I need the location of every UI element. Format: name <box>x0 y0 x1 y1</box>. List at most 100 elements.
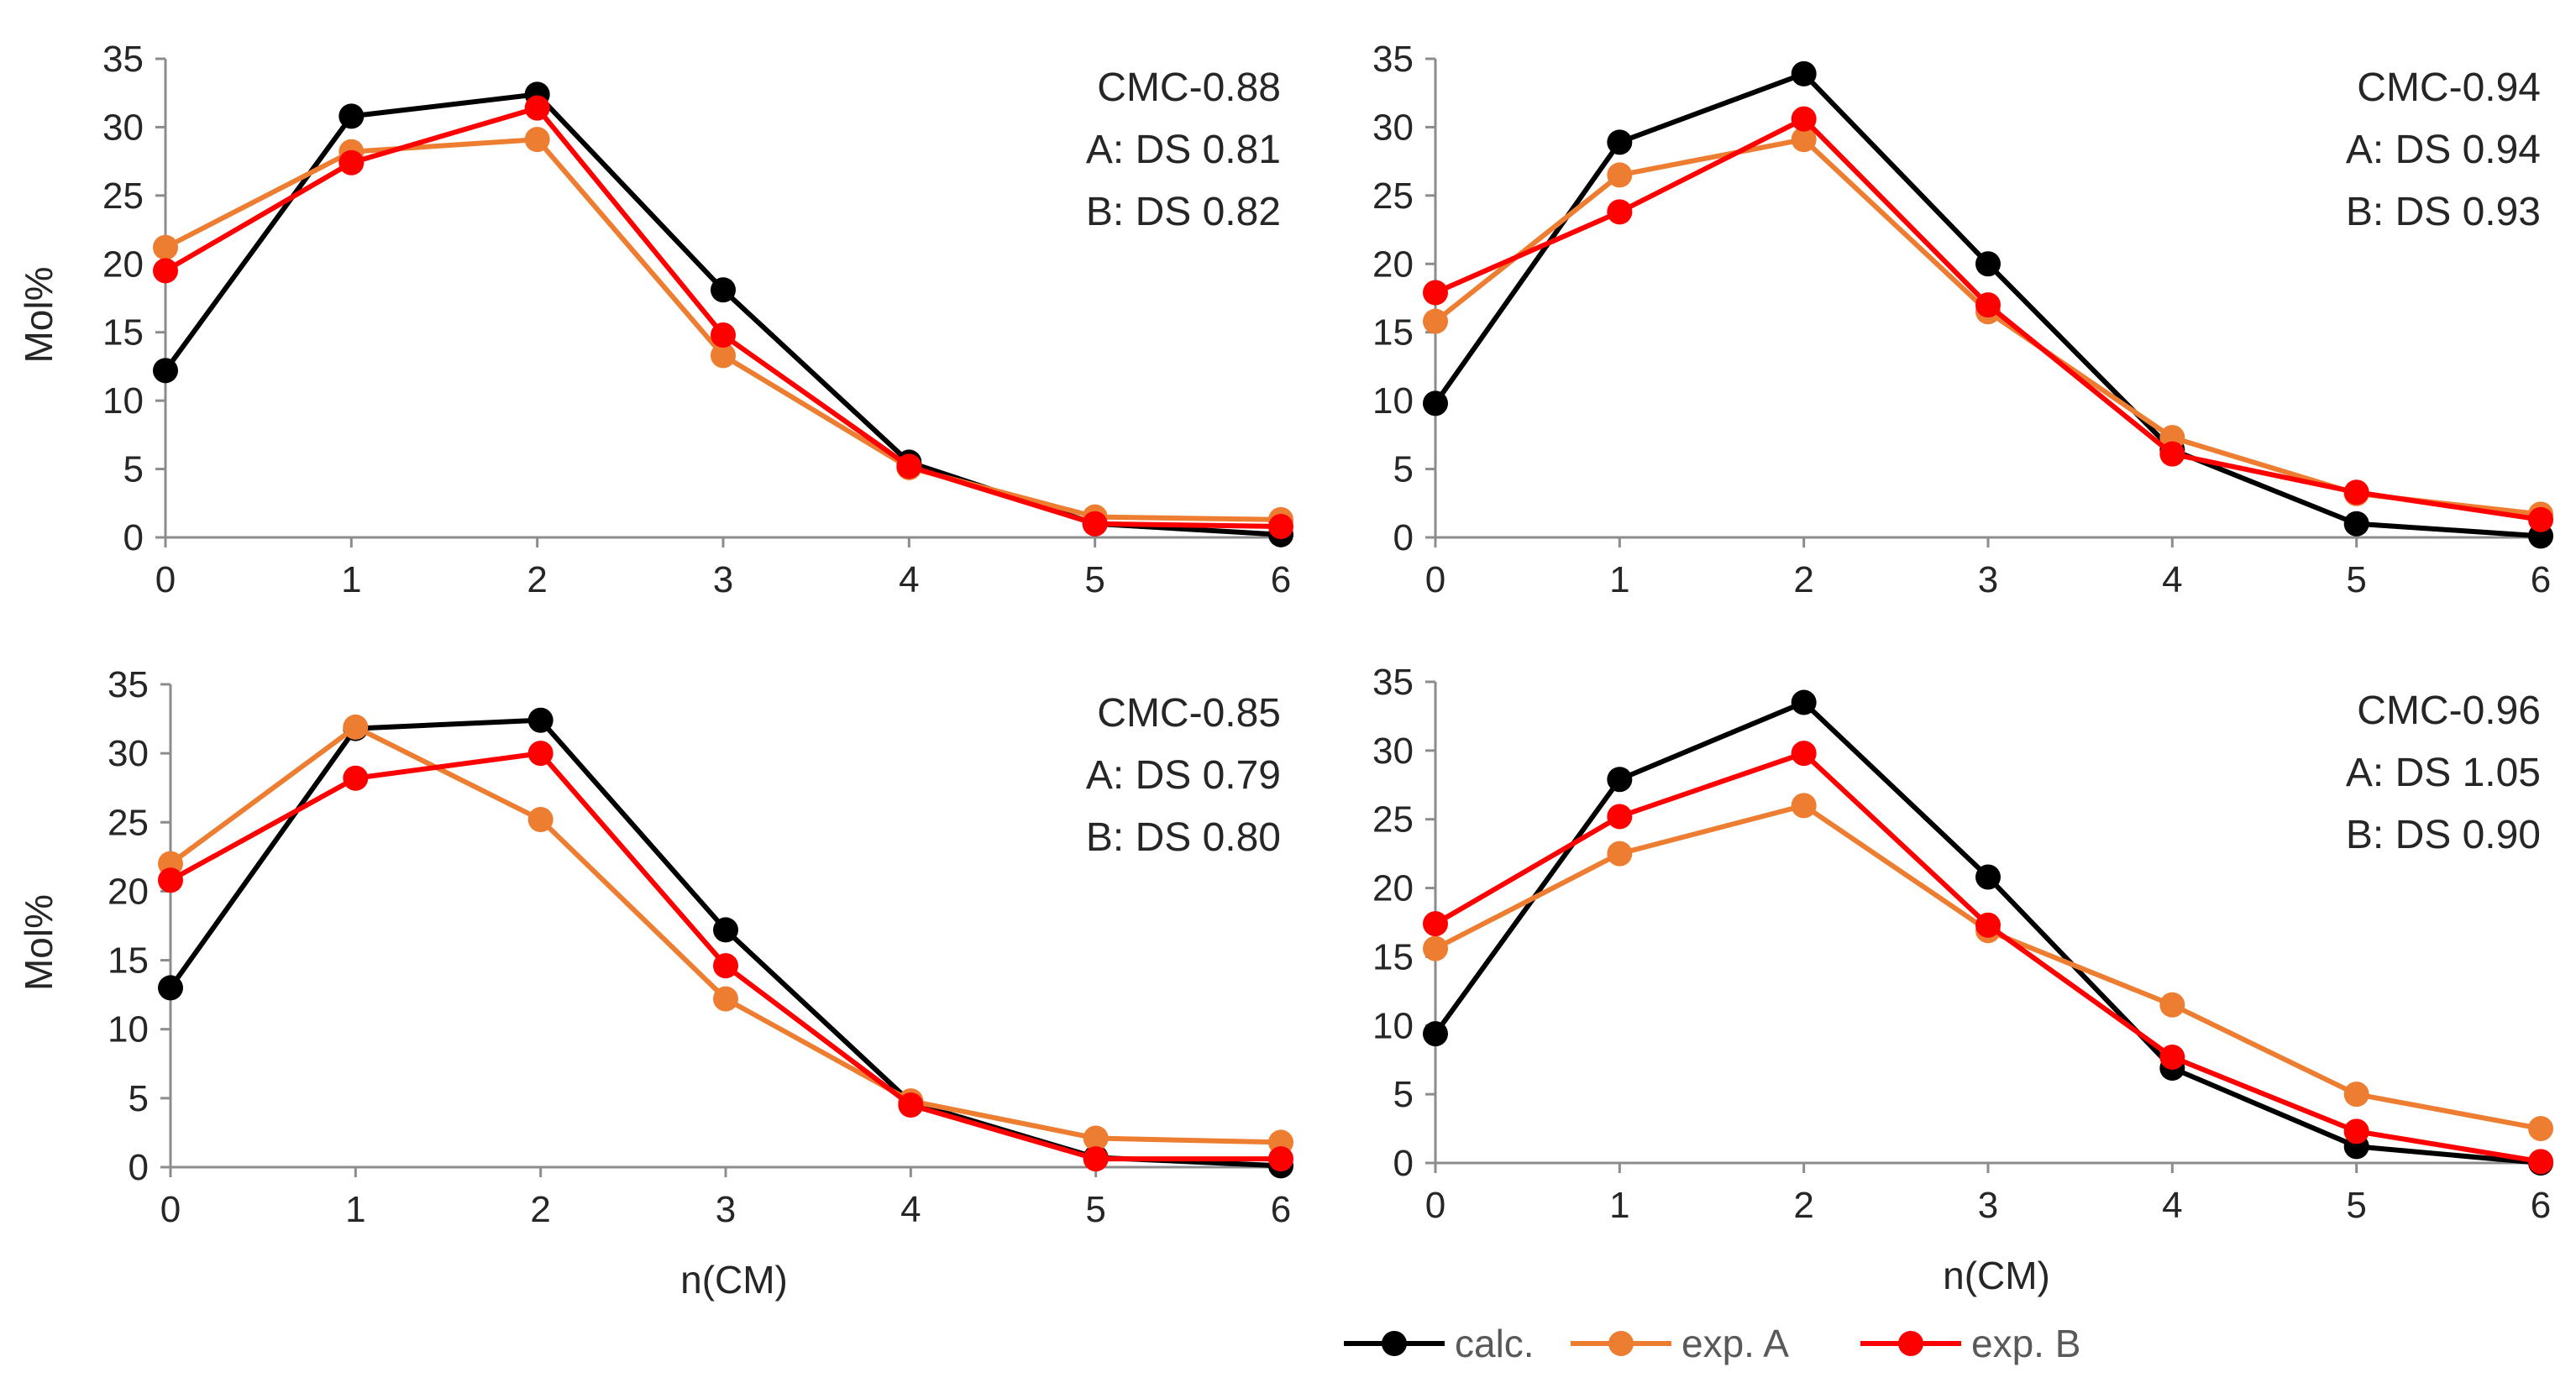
x-tick-label: 0 <box>1425 559 1445 600</box>
data-point <box>1607 162 1633 188</box>
x-tick-label: 3 <box>1978 1185 1998 1226</box>
data-point <box>1423 390 1448 416</box>
data-point <box>2343 479 2369 505</box>
data-point <box>1791 793 1817 819</box>
x-tick-label: 2 <box>530 1189 550 1230</box>
x-tick-label: 3 <box>1978 559 1998 600</box>
x-tick-label: 4 <box>899 559 919 600</box>
data-point <box>1791 741 1817 767</box>
y-tick-label: 0 <box>1393 1143 1414 1184</box>
x-tick-label: 0 <box>155 559 176 600</box>
data-point <box>713 917 738 943</box>
data-point <box>1268 513 1293 539</box>
x-tick-label: 5 <box>2346 559 2366 600</box>
x-tick-label: 1 <box>345 1189 365 1230</box>
series-exp-b <box>158 741 1293 1172</box>
data-point <box>524 127 550 153</box>
y-tick-label: 10 <box>102 380 144 422</box>
legend: calc. exp. A exp. B <box>1344 1322 2080 1365</box>
x-axis-label: n(CM) <box>680 1258 788 1302</box>
data-point <box>711 343 736 369</box>
x-axis-label: n(CM) <box>1943 1254 2050 1297</box>
data-point <box>1975 251 2001 277</box>
x-tick-label: 0 <box>160 1189 181 1230</box>
data-point <box>158 975 183 1001</box>
y-tick-label: 35 <box>1372 662 1414 703</box>
y-tick-label: 0 <box>123 517 144 558</box>
x-tick-label: 5 <box>1084 559 1104 600</box>
y-tick-label: 20 <box>1372 244 1414 285</box>
panel-annotation: CMC-0.85 <box>1097 691 1281 736</box>
data-point <box>2343 1082 2369 1108</box>
data-point <box>896 453 922 479</box>
data-point <box>713 986 738 1012</box>
y-tick-label: 15 <box>1372 312 1414 354</box>
data-point <box>1975 292 2001 318</box>
legend-marker <box>1608 1331 1634 1356</box>
data-point <box>338 149 365 175</box>
legend-item: exp. B <box>1860 1322 2080 1365</box>
data-point <box>1791 127 1817 153</box>
data-point <box>1423 911 1448 937</box>
data-point <box>1975 864 2001 890</box>
y-tick-label: 25 <box>1372 175 1414 217</box>
data-point <box>2528 506 2553 532</box>
panel-annotation: A: DS 1.05 <box>2346 751 2541 795</box>
chart-panel-top-left: 0 5 10 15 20 25 30 35 0 1 2 3 4 5 6 Mol% CMC-0.88 A: DS 0… <box>17 39 1293 600</box>
data-point <box>1791 106 1817 132</box>
data-point <box>527 707 553 733</box>
data-point <box>1423 308 1448 334</box>
x-tick-label: 4 <box>2162 1185 2182 1226</box>
series-exp-b <box>153 95 1293 539</box>
data-point <box>1791 689 1817 715</box>
series-exp-b <box>1423 741 2553 1175</box>
panel-annotation: B: DS 0.90 <box>2346 813 2541 857</box>
y-tick-label: 0 <box>1393 517 1414 558</box>
y-tick-label: 30 <box>1372 731 1414 772</box>
y-tick-label: 30 <box>102 107 144 148</box>
panel-annotation: A: DS 0.79 <box>1086 753 1281 798</box>
data-point <box>524 95 550 121</box>
legend-item: calc. <box>1344 1322 1535 1365</box>
x-tick-label: 1 <box>341 559 361 600</box>
data-point <box>2159 1044 2185 1070</box>
panel-annotation: CMC-0.88 <box>1097 65 1281 110</box>
x-tick-label: 2 <box>527 559 547 600</box>
chart-panel-bottom-right: 0 5 10 15 20 25 30 35 0 1 2 3 4 5 6 n(CM) CMC-0.96 A: DS … <box>1372 662 2553 1297</box>
data-point <box>153 234 178 260</box>
series-exp-b <box>1423 106 2553 532</box>
data-point <box>711 322 736 348</box>
data-point <box>711 277 736 303</box>
x-tick-label: 3 <box>713 559 733 600</box>
y-tick-label: 25 <box>1372 799 1414 841</box>
data-point <box>1083 1146 1109 1172</box>
y-tick-label: 30 <box>108 733 149 774</box>
panel-annotation: A: DS 0.94 <box>2346 128 2541 172</box>
data-point <box>1082 511 1108 537</box>
data-point <box>343 765 369 791</box>
panel-annotation: CMC-0.96 <box>2357 689 2541 733</box>
x-tick-label: 0 <box>1425 1185 1445 1226</box>
legend-item: exp. A <box>1571 1322 1789 1365</box>
x-tick-label: 5 <box>1085 1189 1105 1230</box>
data-point <box>1607 199 1633 225</box>
y-tick-label: 15 <box>1372 936 1414 977</box>
y-tick-label: 15 <box>108 940 149 982</box>
y-tick-label: 10 <box>108 1009 149 1050</box>
chart-panel-bottom-left: 0 5 10 15 20 25 30 35 0 1 2 3 4 5 6 Mol% n(CM) CMC-0.85 A:… <box>17 664 1293 1302</box>
panel-annotation: B: DS 0.80 <box>1086 815 1281 860</box>
data-point <box>1423 935 1448 961</box>
data-point <box>527 741 553 767</box>
data-point <box>713 953 738 979</box>
x-tick-label: 2 <box>1793 1185 1813 1226</box>
data-point <box>343 714 369 740</box>
x-tick-label: 5 <box>2346 1185 2366 1226</box>
data-point <box>527 807 553 832</box>
data-point <box>153 358 178 384</box>
x-tick-label: 1 <box>1609 1185 1629 1226</box>
y-tick-label: 5 <box>123 449 144 490</box>
y-tick-label: 20 <box>102 244 144 285</box>
